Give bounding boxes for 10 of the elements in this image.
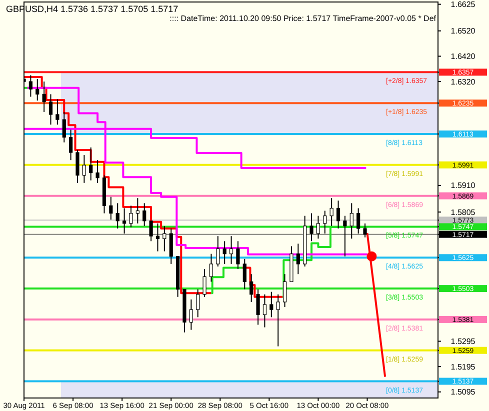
y-tick-label: 1.6625 bbox=[450, 0, 476, 10]
y-tick-label: 1.6320 bbox=[450, 77, 476, 86]
text: :::: DateTime: 2011.10.20 09:50 Price: 1.5717 TimeFrame-2007-v0.05 * Def bbox=[170, 14, 437, 23]
y-tick-label: 1.5095 bbox=[450, 388, 476, 397]
y-tick-label: 1.5805 bbox=[450, 208, 476, 217]
y-tick-label: 1.5295 bbox=[450, 337, 476, 346]
y-tick-label: 1.5910 bbox=[450, 181, 476, 190]
y-tick-label: 1.6420 bbox=[450, 52, 476, 62]
y-tick-label: 1.5195 bbox=[450, 362, 476, 372]
y-tick-label: 1.6520 bbox=[450, 26, 476, 36]
